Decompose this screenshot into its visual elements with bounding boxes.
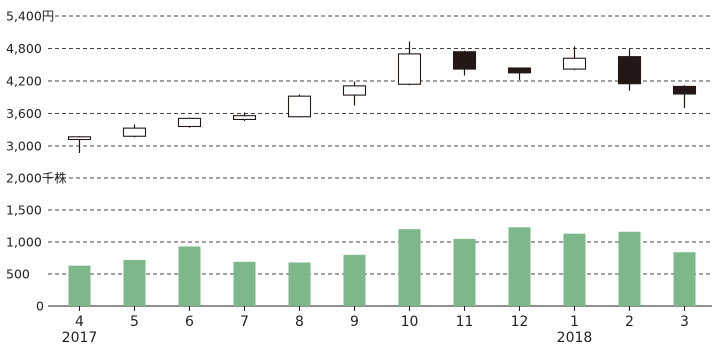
- volume-bar: [68, 265, 91, 306]
- volume-bar: [233, 261, 256, 306]
- x-tick-label: 6: [185, 314, 194, 330]
- volume-tick-label: 500: [6, 267, 30, 282]
- volume-tick-label: 2,000千株: [6, 171, 67, 186]
- volume-bar: [288, 262, 311, 306]
- price-tick-label: 4,200: [6, 74, 42, 89]
- volume-bars: [68, 227, 696, 306]
- candle-body: [452, 51, 477, 70]
- x-tick-label: 4: [75, 314, 84, 330]
- candle-body: [562, 57, 587, 70]
- candle-body: [177, 117, 202, 128]
- candle-body: [287, 95, 312, 118]
- volume-bar: [343, 254, 366, 306]
- x-tick-label: 12: [511, 314, 529, 330]
- x-tick-label: 5: [130, 314, 139, 330]
- price-tick-label: 3,600: [6, 106, 42, 121]
- year-label: 2018: [557, 330, 593, 343]
- x-tick-label: 3: [680, 314, 689, 330]
- candle-body: [232, 115, 257, 121]
- x-tick-label: 8: [295, 314, 304, 330]
- candle-body: [617, 56, 642, 85]
- volume-bar: [453, 238, 476, 306]
- candle-body: [507, 67, 532, 74]
- volume-bar: [563, 233, 586, 306]
- volume-bar: [398, 229, 421, 306]
- axis-labels: 3,000 3,600 4,200 4,800 5,400円 0 500 1,000 1,500…: [6, 9, 689, 347]
- volume-tick-label: 1,500: [6, 203, 42, 218]
- volume-bar: [673, 252, 696, 306]
- candle-body: [672, 85, 697, 95]
- candle-body: [397, 53, 422, 85]
- candle-body: [122, 127, 147, 137]
- x-tick-label: 1: [570, 314, 579, 330]
- x-tick-label: 2: [625, 314, 634, 330]
- year-label: 2017: [62, 330, 98, 343]
- volume-bar: [123, 259, 146, 306]
- axes: [48, 305, 712, 311]
- candle-body: [67, 136, 92, 141]
- x-tick-label: 11: [456, 314, 474, 330]
- x-tick-label: 7: [240, 314, 249, 330]
- price-candles: [67, 41, 697, 154]
- x-tick-label: 9: [350, 314, 359, 330]
- price-tick-label: 4,800: [6, 41, 42, 56]
- volume-bar: [618, 231, 641, 306]
- volume-tick-label: 1,000: [6, 235, 42, 250]
- price-tick-label: 5,400円: [6, 9, 54, 24]
- gridlines: [48, 15, 712, 275]
- volume-bar: [178, 246, 201, 306]
- x-tick-label: 10: [401, 314, 419, 330]
- volume-bar: [508, 227, 531, 306]
- volume-tick-label: 0: [36, 299, 44, 314]
- candle-body: [342, 85, 367, 96]
- price-tick-label: 3,000: [6, 139, 42, 154]
